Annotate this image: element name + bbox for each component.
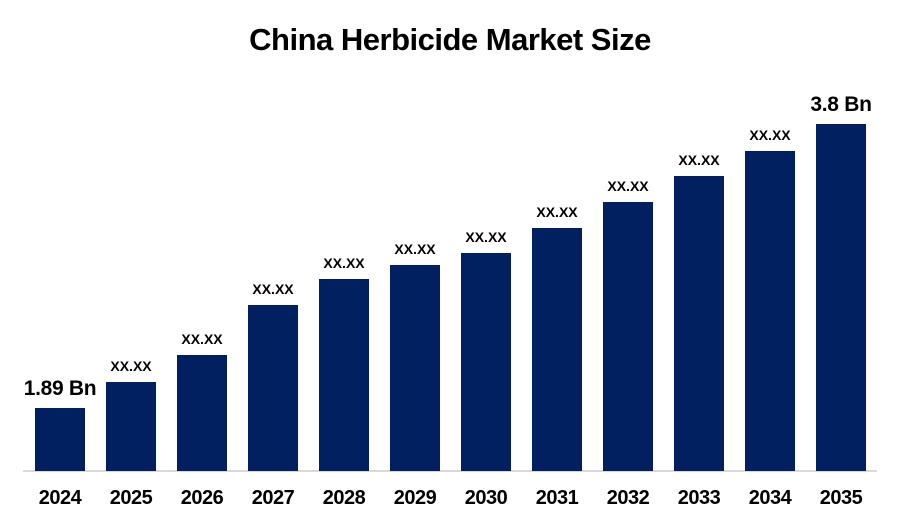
bar — [603, 202, 653, 471]
x-axis-tick-label: 2033 — [677, 487, 721, 509]
x-axis-tick-label: 2024 — [38, 487, 82, 509]
bar-value-label: XX.XX — [252, 280, 294, 297]
x-axis-tick-label: 2035 — [819, 487, 863, 509]
x-axis-tick-label: 2025 — [109, 487, 153, 509]
bar — [745, 151, 795, 471]
bar-value-label: XX.XX — [749, 126, 791, 143]
x-axis-tick-label: 2027 — [251, 487, 295, 509]
x-axis-tick-label: 2031 — [535, 487, 579, 509]
bar — [106, 382, 156, 471]
bar-value-label: XX.XX — [678, 151, 720, 168]
bar-value-label: XX.XX — [181, 330, 223, 347]
bar-value-label: 3.8 Bn — [810, 92, 872, 116]
x-axis-tick-label: 2030 — [464, 487, 508, 509]
bar-value-label: XX.XX — [607, 177, 649, 194]
bar-value-label: XX.XX — [394, 240, 436, 257]
bar — [532, 228, 582, 471]
bar-value-label: 1.89 Bn — [23, 376, 97, 400]
bar — [319, 279, 369, 471]
bar-value-label: XX.XX — [465, 228, 507, 245]
bar — [461, 253, 511, 471]
bar — [177, 355, 227, 471]
bar — [35, 408, 85, 471]
bar — [248, 305, 298, 471]
x-axis-tick-label: 2028 — [322, 487, 366, 509]
bar — [674, 176, 724, 471]
bar-value-label: XX.XX — [536, 203, 578, 220]
bar-value-label: XX.XX — [110, 357, 152, 374]
x-axis-tick-label: 2034 — [748, 487, 792, 509]
x-axis-tick-label: 2026 — [180, 487, 224, 509]
x-axis-tick-label: 2032 — [606, 487, 650, 509]
x-axis-tick-label: 2029 — [393, 487, 437, 509]
x-axis-line — [23, 470, 877, 472]
bar — [390, 265, 440, 471]
chart-title: China Herbicide Market Size — [249, 22, 651, 57]
bar — [816, 124, 866, 471]
bar-value-label: XX.XX — [323, 254, 365, 271]
